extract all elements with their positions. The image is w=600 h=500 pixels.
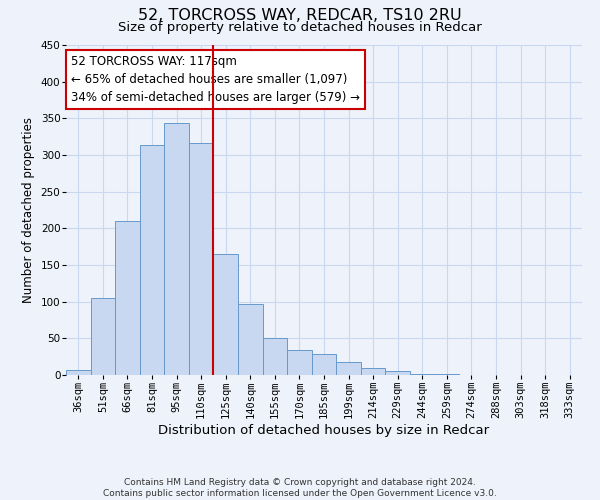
Bar xyxy=(312,354,336,375)
Bar xyxy=(263,338,287,375)
Bar xyxy=(214,254,238,375)
Text: Size of property relative to detached houses in Redcar: Size of property relative to detached ho… xyxy=(118,21,482,34)
Bar xyxy=(361,368,385,375)
Bar xyxy=(385,372,410,375)
Bar xyxy=(91,298,115,375)
Bar xyxy=(434,374,459,375)
Bar xyxy=(410,374,434,375)
Bar xyxy=(66,370,91,375)
Bar xyxy=(189,142,214,375)
Text: 52, TORCROSS WAY, REDCAR, TS10 2RU: 52, TORCROSS WAY, REDCAR, TS10 2RU xyxy=(138,8,462,22)
X-axis label: Distribution of detached houses by size in Redcar: Distribution of detached houses by size … xyxy=(158,424,490,436)
Bar xyxy=(336,362,361,375)
Y-axis label: Number of detached properties: Number of detached properties xyxy=(22,117,35,303)
Bar xyxy=(164,122,189,375)
Text: 52 TORCROSS WAY: 117sqm
← 65% of detached houses are smaller (1,097)
34% of semi: 52 TORCROSS WAY: 117sqm ← 65% of detache… xyxy=(71,55,360,104)
Bar xyxy=(115,221,140,375)
Bar xyxy=(238,304,263,375)
Text: Contains HM Land Registry data © Crown copyright and database right 2024.
Contai: Contains HM Land Registry data © Crown c… xyxy=(103,478,497,498)
Bar xyxy=(140,146,164,375)
Bar xyxy=(287,350,312,375)
